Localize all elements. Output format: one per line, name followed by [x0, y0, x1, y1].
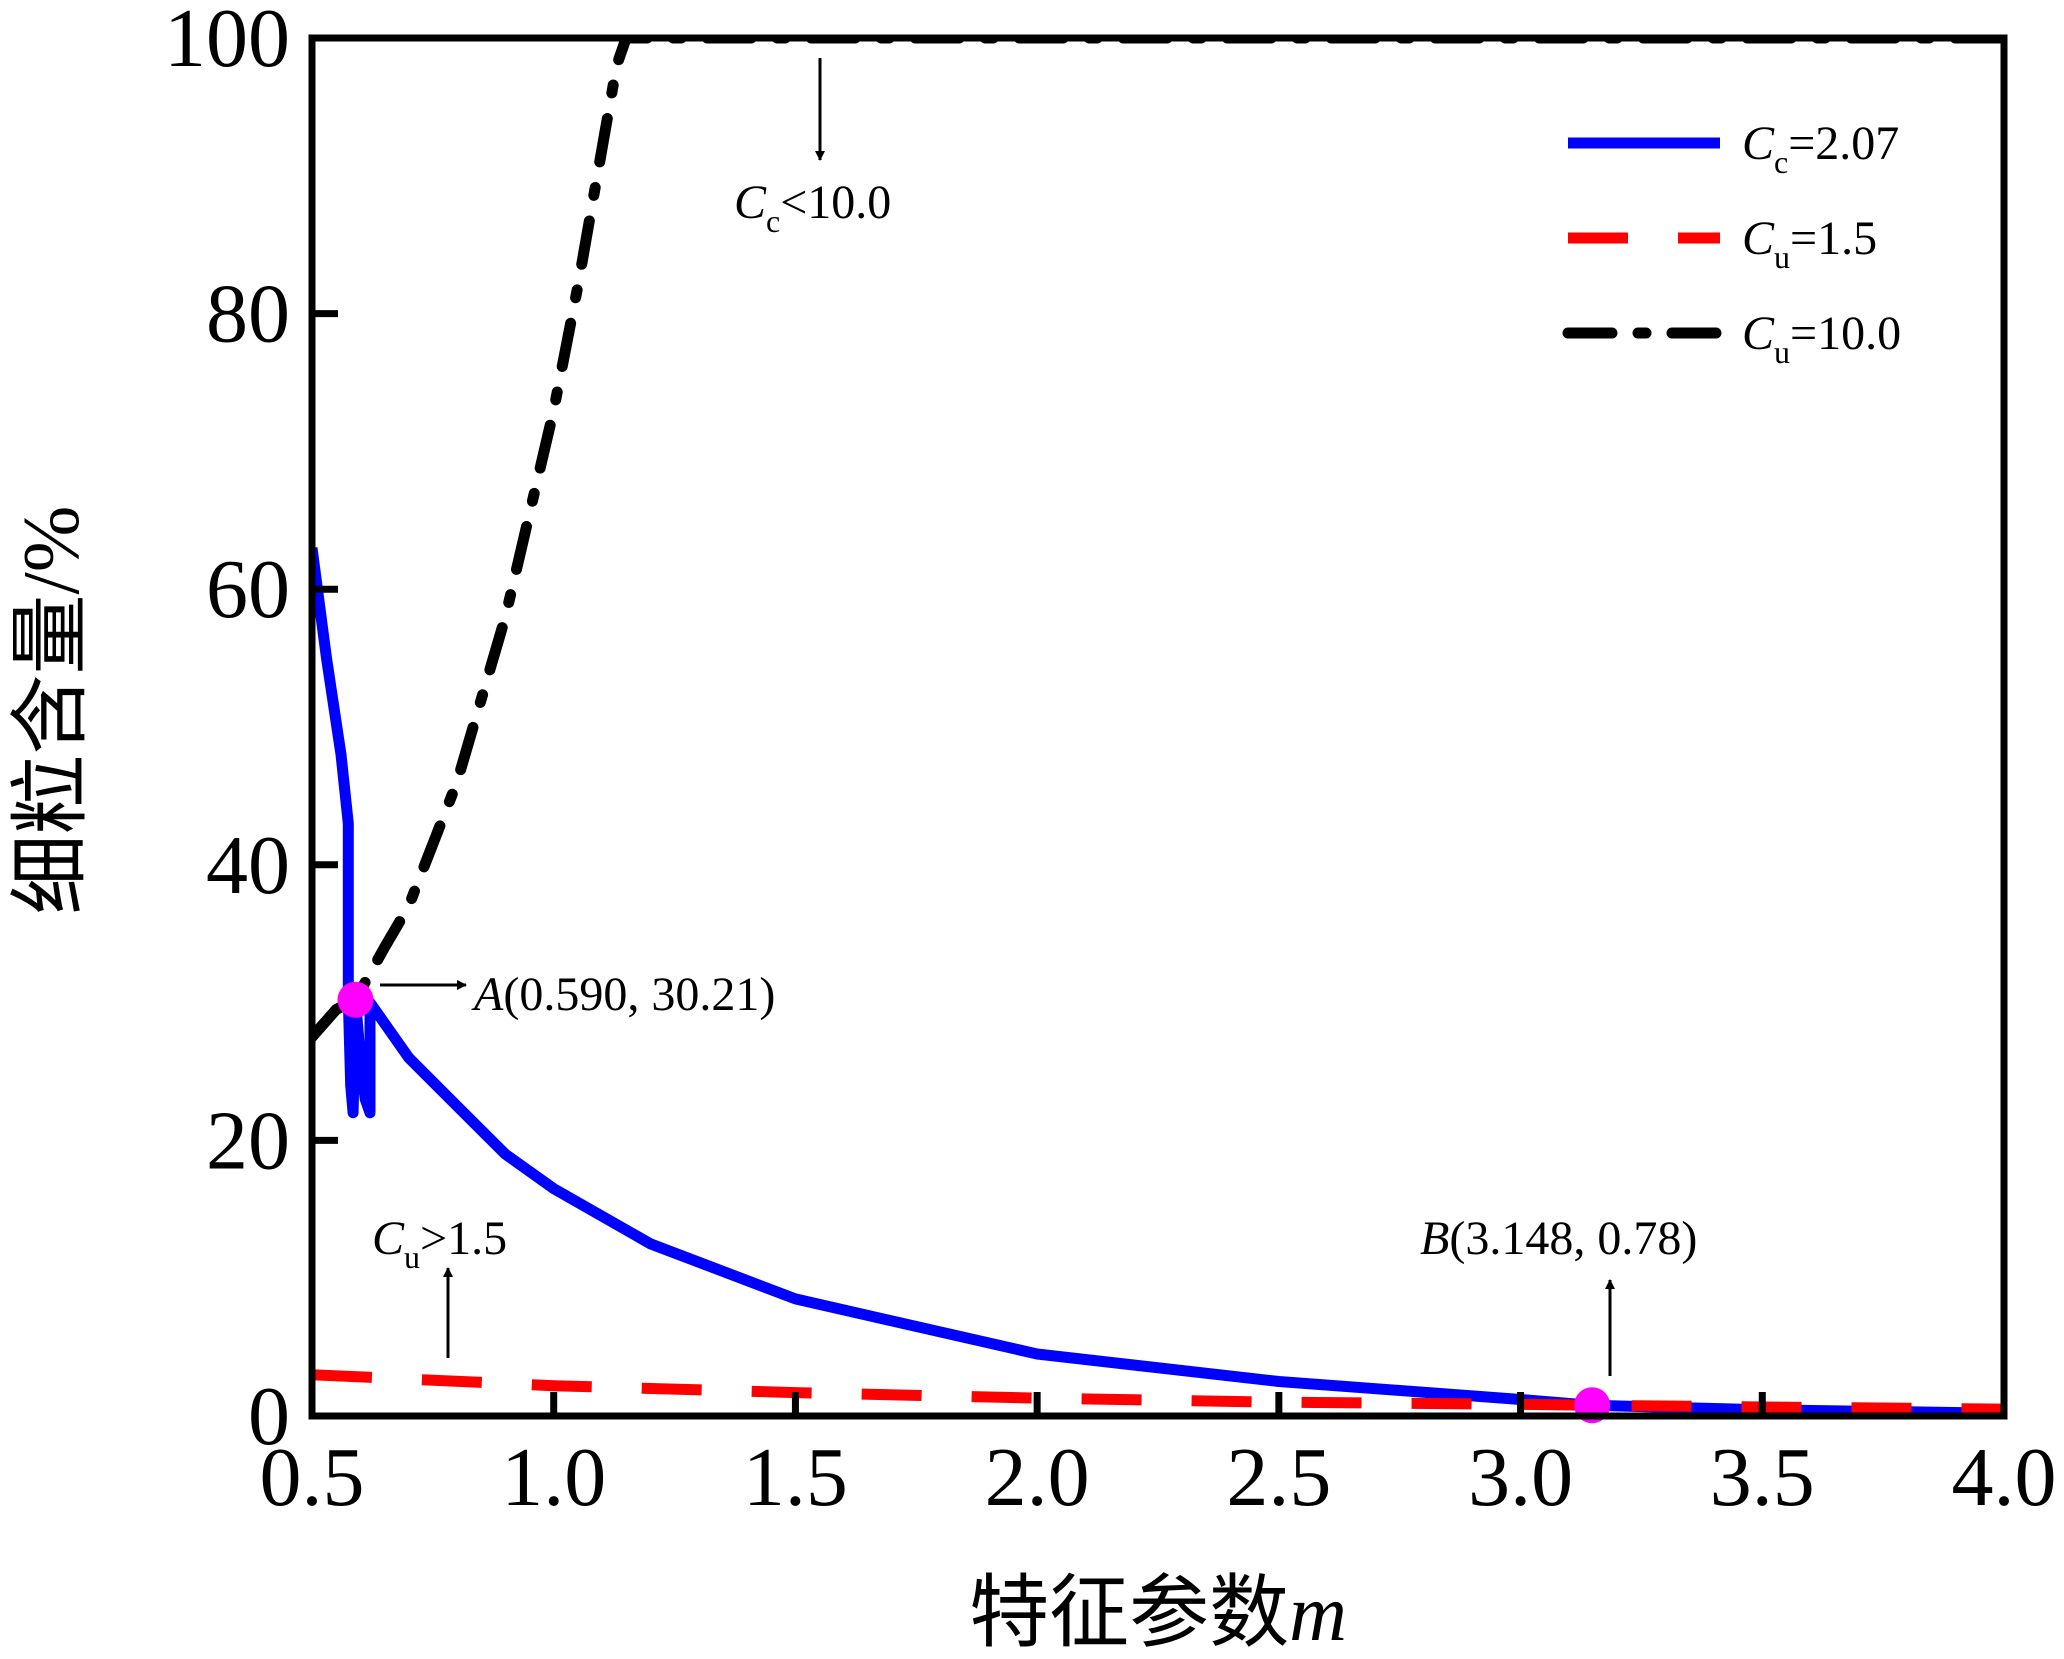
y-tick-label-5: 100	[164, 0, 290, 85]
legend-label-sub-2: u	[1774, 334, 1790, 370]
legend-label-2: Cu=10.0	[1742, 307, 1901, 370]
annotation-cu-sub: u	[404, 1239, 420, 1275]
points-layer	[337, 981, 1611, 1424]
point-b-coords: (3.148, 0.78)	[1449, 1212, 1697, 1265]
annotation-cu-var: C	[372, 1212, 405, 1265]
x-tick-label-4: 2.5	[1226, 1431, 1331, 1524]
plot-frame	[308, 34, 2008, 1420]
x-tick-label-5: 3.0	[1468, 1431, 1573, 1524]
legend-label-rest-0: =2.07	[1788, 117, 1899, 170]
x-axis-title-text: 特征参数	[969, 1570, 1289, 1658]
legend-label-sub-0: c	[1774, 144, 1788, 180]
x-tick-label-2: 1.5	[743, 1431, 848, 1524]
y-tick-label-1: 20	[206, 1094, 290, 1187]
series-line-2	[312, 38, 2004, 1043]
annotation-cu: Cu>1.5	[372, 1212, 507, 1275]
y-tick-label-0: 0	[248, 1370, 290, 1463]
point-b-label: B(3.148, 0.78)	[1420, 1212, 1697, 1265]
legend-label-var-0: C	[1742, 117, 1775, 170]
point-a-marker	[337, 981, 374, 1018]
legend-label-1: Cu=1.5	[1742, 212, 1877, 275]
annotation-cu-rest: >1.5	[420, 1212, 507, 1265]
annotation-cc: Cc<10.0	[734, 176, 891, 239]
legend-label-sub-1: u	[1774, 239, 1790, 275]
x-tick-label-0: 0.5	[260, 1431, 365, 1524]
y-tick-label-2: 40	[206, 819, 290, 912]
x-axis-title: 特征参数m	[969, 1570, 1347, 1658]
annotation-cc-sub: c	[766, 203, 780, 239]
y-axis-title: 细粒含量/%	[8, 506, 96, 915]
annotation-cc-rest: <10.0	[780, 176, 891, 229]
x-tick-label-1: 1.0	[501, 1431, 606, 1524]
x-tick-label-6: 3.5	[1710, 1431, 1815, 1524]
legend-label-rest-1: =1.5	[1790, 212, 1877, 265]
x-tick-label-7: 4.0	[1952, 1431, 2057, 1524]
ticklabels-layer: 0.5 1.0 1.5 2.0 2.5 3.0 3.5 4.0 0 20 40 60 80 100	[164, 0, 2057, 1524]
legend-label-var-1: C	[1742, 212, 1775, 265]
annotation-cc-var: C	[734, 176, 767, 229]
point-a-coords: (0.590, 30.21)	[503, 968, 775, 1021]
y-tick-label-3: 60	[206, 543, 290, 636]
point-a-label: A(0.590, 30.21)	[471, 968, 775, 1021]
y-tick-label-4: 80	[206, 268, 290, 361]
legend-label-rest-2: =10.0	[1790, 307, 1901, 360]
ticks-layer	[312, 310, 1766, 1416]
series-line-1	[312, 1369, 2004, 1415]
point-b-name: B	[1420, 1212, 1449, 1265]
x-tick-label-3: 2.0	[985, 1431, 1090, 1524]
legend-label-var-2: C	[1742, 307, 1775, 360]
point-a-name: A	[471, 968, 504, 1021]
legend-label-0: Cc=2.07	[1742, 117, 1899, 180]
x-axis-title-var: m	[1289, 1570, 1347, 1658]
